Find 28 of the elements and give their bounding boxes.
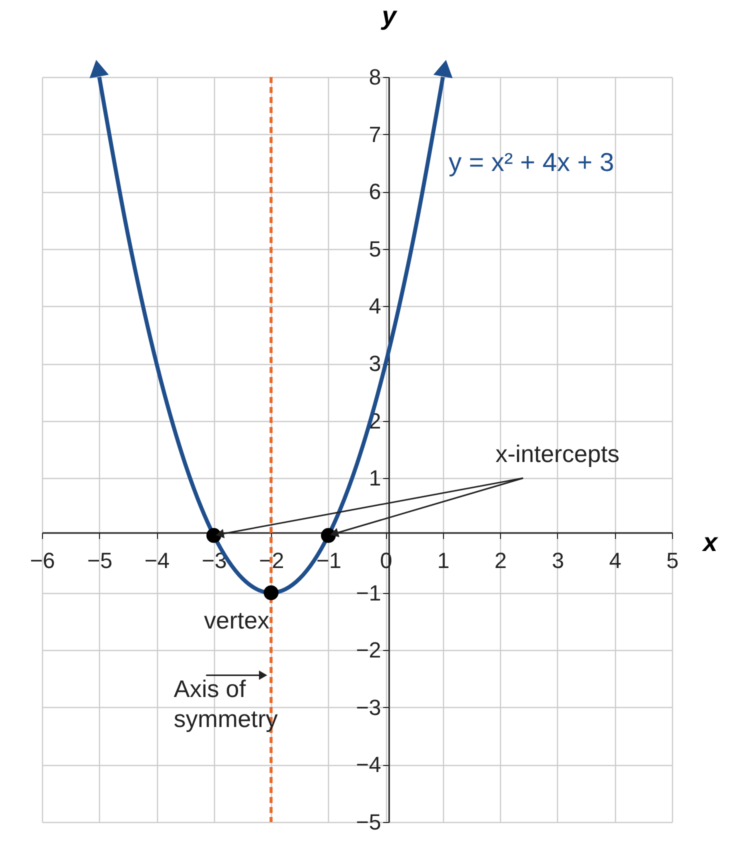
y-tick-label: 3: [368, 351, 382, 376]
y-tick-label: 6: [368, 179, 382, 204]
x-tick-label: −2: [259, 548, 284, 573]
y-tick-label: −3: [356, 694, 382, 720]
annotation: y = x² + 4x + 3: [448, 146, 614, 177]
y-axis-title: y: [380, 0, 398, 30]
x-tick-label: 1: [437, 548, 450, 573]
annotation: x-intercepts: [495, 441, 620, 468]
x-tick-label: 4: [609, 548, 622, 573]
y-tick-label: 5: [368, 236, 382, 262]
x-tick-label: −5: [87, 548, 112, 573]
y-tick-label: −5: [356, 810, 382, 834]
y-tick-label: 8: [368, 64, 382, 90]
y-tick-label: 1: [368, 466, 382, 491]
y-tick-label: 4: [368, 294, 382, 319]
y-tick-label: 7: [368, 122, 382, 147]
x-tick-label: −6: [30, 548, 56, 573]
x-tick-label: 2: [494, 548, 507, 573]
x-tick-label: −1: [316, 548, 342, 573]
y-tick-label: −1: [356, 580, 382, 606]
y-tick-label: −2: [356, 638, 382, 663]
x-tick-label: −4: [144, 548, 170, 573]
annotation: Axis of symmetry: [174, 676, 278, 734]
x-tick-label: 3: [552, 548, 564, 573]
x-tick-label: 5: [666, 548, 679, 573]
y-tick-label: −4: [356, 752, 382, 778]
annotation: vertex: [204, 607, 270, 634]
x-axis-title: x: [701, 526, 720, 557]
